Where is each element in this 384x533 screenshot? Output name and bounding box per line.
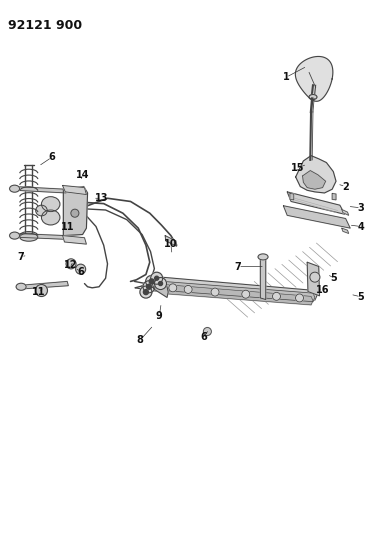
Text: 6: 6 [48, 152, 55, 162]
Circle shape [296, 294, 303, 302]
Polygon shape [152, 278, 168, 297]
Circle shape [204, 327, 211, 336]
Polygon shape [342, 228, 349, 233]
Circle shape [310, 272, 320, 282]
Ellipse shape [10, 185, 20, 192]
Circle shape [273, 292, 280, 301]
Ellipse shape [10, 232, 20, 239]
Circle shape [71, 209, 79, 217]
Circle shape [66, 259, 76, 269]
Circle shape [140, 286, 152, 298]
Text: 4: 4 [358, 222, 364, 231]
Polygon shape [15, 233, 66, 239]
Circle shape [211, 288, 219, 296]
Text: 11: 11 [31, 287, 45, 297]
Circle shape [154, 278, 167, 289]
Ellipse shape [41, 210, 60, 225]
Text: 1: 1 [283, 72, 290, 82]
Circle shape [159, 281, 162, 286]
Polygon shape [22, 281, 68, 289]
Text: 10: 10 [164, 239, 178, 249]
Polygon shape [307, 262, 319, 296]
Ellipse shape [258, 254, 268, 260]
Text: 6: 6 [200, 332, 207, 342]
Circle shape [146, 284, 152, 289]
Circle shape [155, 276, 159, 280]
Polygon shape [63, 187, 88, 236]
Ellipse shape [309, 94, 317, 100]
Text: 5: 5 [331, 273, 338, 283]
Polygon shape [63, 236, 86, 244]
Polygon shape [165, 236, 177, 246]
Text: 9: 9 [156, 311, 163, 320]
Text: 16: 16 [316, 286, 329, 295]
Text: 13: 13 [95, 193, 109, 203]
Text: 12: 12 [64, 261, 78, 270]
Polygon shape [332, 193, 336, 200]
Text: 15: 15 [291, 163, 305, 173]
Polygon shape [342, 209, 349, 215]
Circle shape [169, 284, 177, 292]
Polygon shape [295, 56, 333, 101]
Circle shape [143, 289, 149, 295]
Text: 11: 11 [60, 222, 74, 231]
Text: 5: 5 [358, 292, 364, 302]
Polygon shape [159, 277, 317, 300]
Ellipse shape [36, 205, 47, 216]
Text: 2: 2 [342, 182, 349, 191]
Text: 7: 7 [18, 252, 25, 262]
Polygon shape [161, 281, 315, 302]
Text: 92121 900: 92121 900 [8, 19, 82, 31]
Ellipse shape [16, 283, 26, 290]
Circle shape [149, 279, 154, 284]
Circle shape [35, 285, 48, 296]
Polygon shape [260, 257, 266, 300]
Text: 7: 7 [235, 262, 242, 271]
Text: 8: 8 [137, 335, 144, 345]
Polygon shape [15, 187, 66, 193]
Circle shape [242, 290, 250, 298]
Ellipse shape [41, 197, 60, 212]
Circle shape [146, 276, 158, 287]
Text: 3: 3 [358, 203, 364, 213]
Polygon shape [303, 171, 326, 189]
Circle shape [151, 272, 163, 284]
Circle shape [143, 281, 155, 293]
Polygon shape [283, 206, 350, 228]
Text: 14: 14 [76, 170, 89, 180]
Circle shape [184, 285, 192, 294]
Polygon shape [163, 285, 313, 305]
Polygon shape [290, 193, 294, 200]
Circle shape [76, 264, 86, 274]
Polygon shape [287, 192, 345, 214]
Polygon shape [63, 185, 86, 195]
Polygon shape [296, 156, 336, 193]
Text: 6: 6 [77, 267, 84, 277]
Ellipse shape [20, 233, 38, 241]
